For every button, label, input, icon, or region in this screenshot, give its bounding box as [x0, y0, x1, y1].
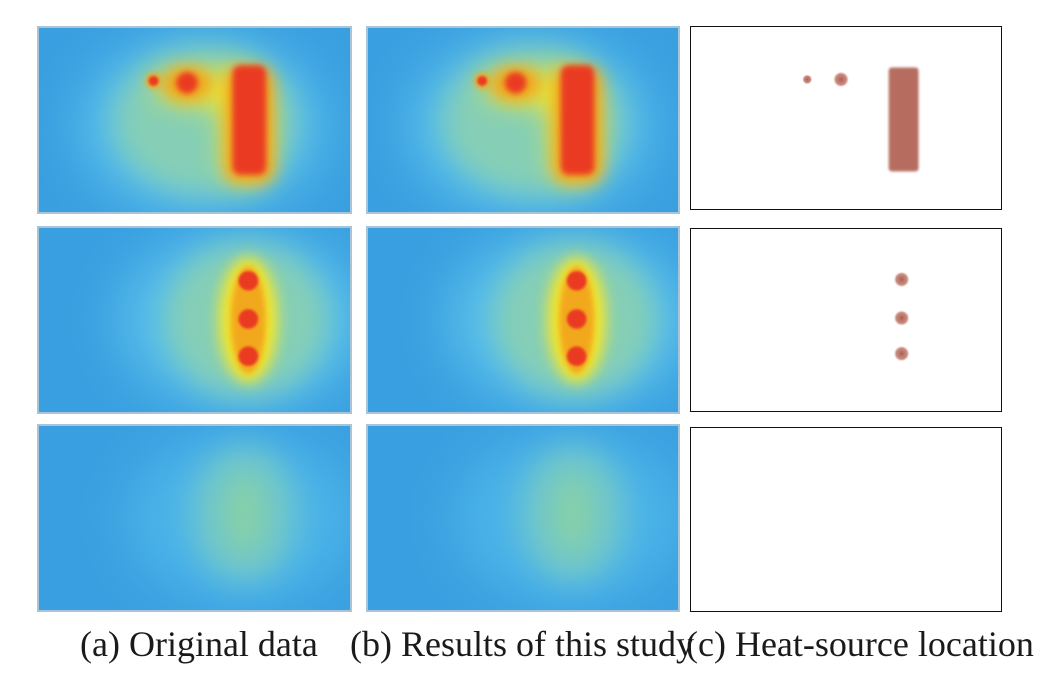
caption-results-of-this-study: (b) Results of this study [350, 624, 695, 664]
heatmap-result-row1 [366, 26, 680, 214]
heatmap-original-row1 [37, 26, 352, 214]
source-location-row2 [690, 228, 1002, 412]
heatmap-result-row3 [366, 424, 680, 612]
heatmap-result-row2 [366, 226, 680, 414]
heatmap-original-row2 [37, 226, 352, 414]
point-source-marker [802, 74, 813, 85]
point-source-marker [833, 71, 849, 88]
heatmap-original-row3 [37, 424, 352, 612]
point-source-marker [893, 310, 910, 326]
rectangular-source-marker [888, 67, 919, 172]
point-source-marker [893, 345, 910, 362]
point-source-marker [893, 271, 910, 288]
caption-original-data: (a) Original data [80, 624, 318, 664]
source-location-row3 [690, 427, 1002, 612]
source-location-row1 [690, 26, 1002, 210]
caption-heat-source-location: (c) Heat-source location [686, 624, 1034, 664]
